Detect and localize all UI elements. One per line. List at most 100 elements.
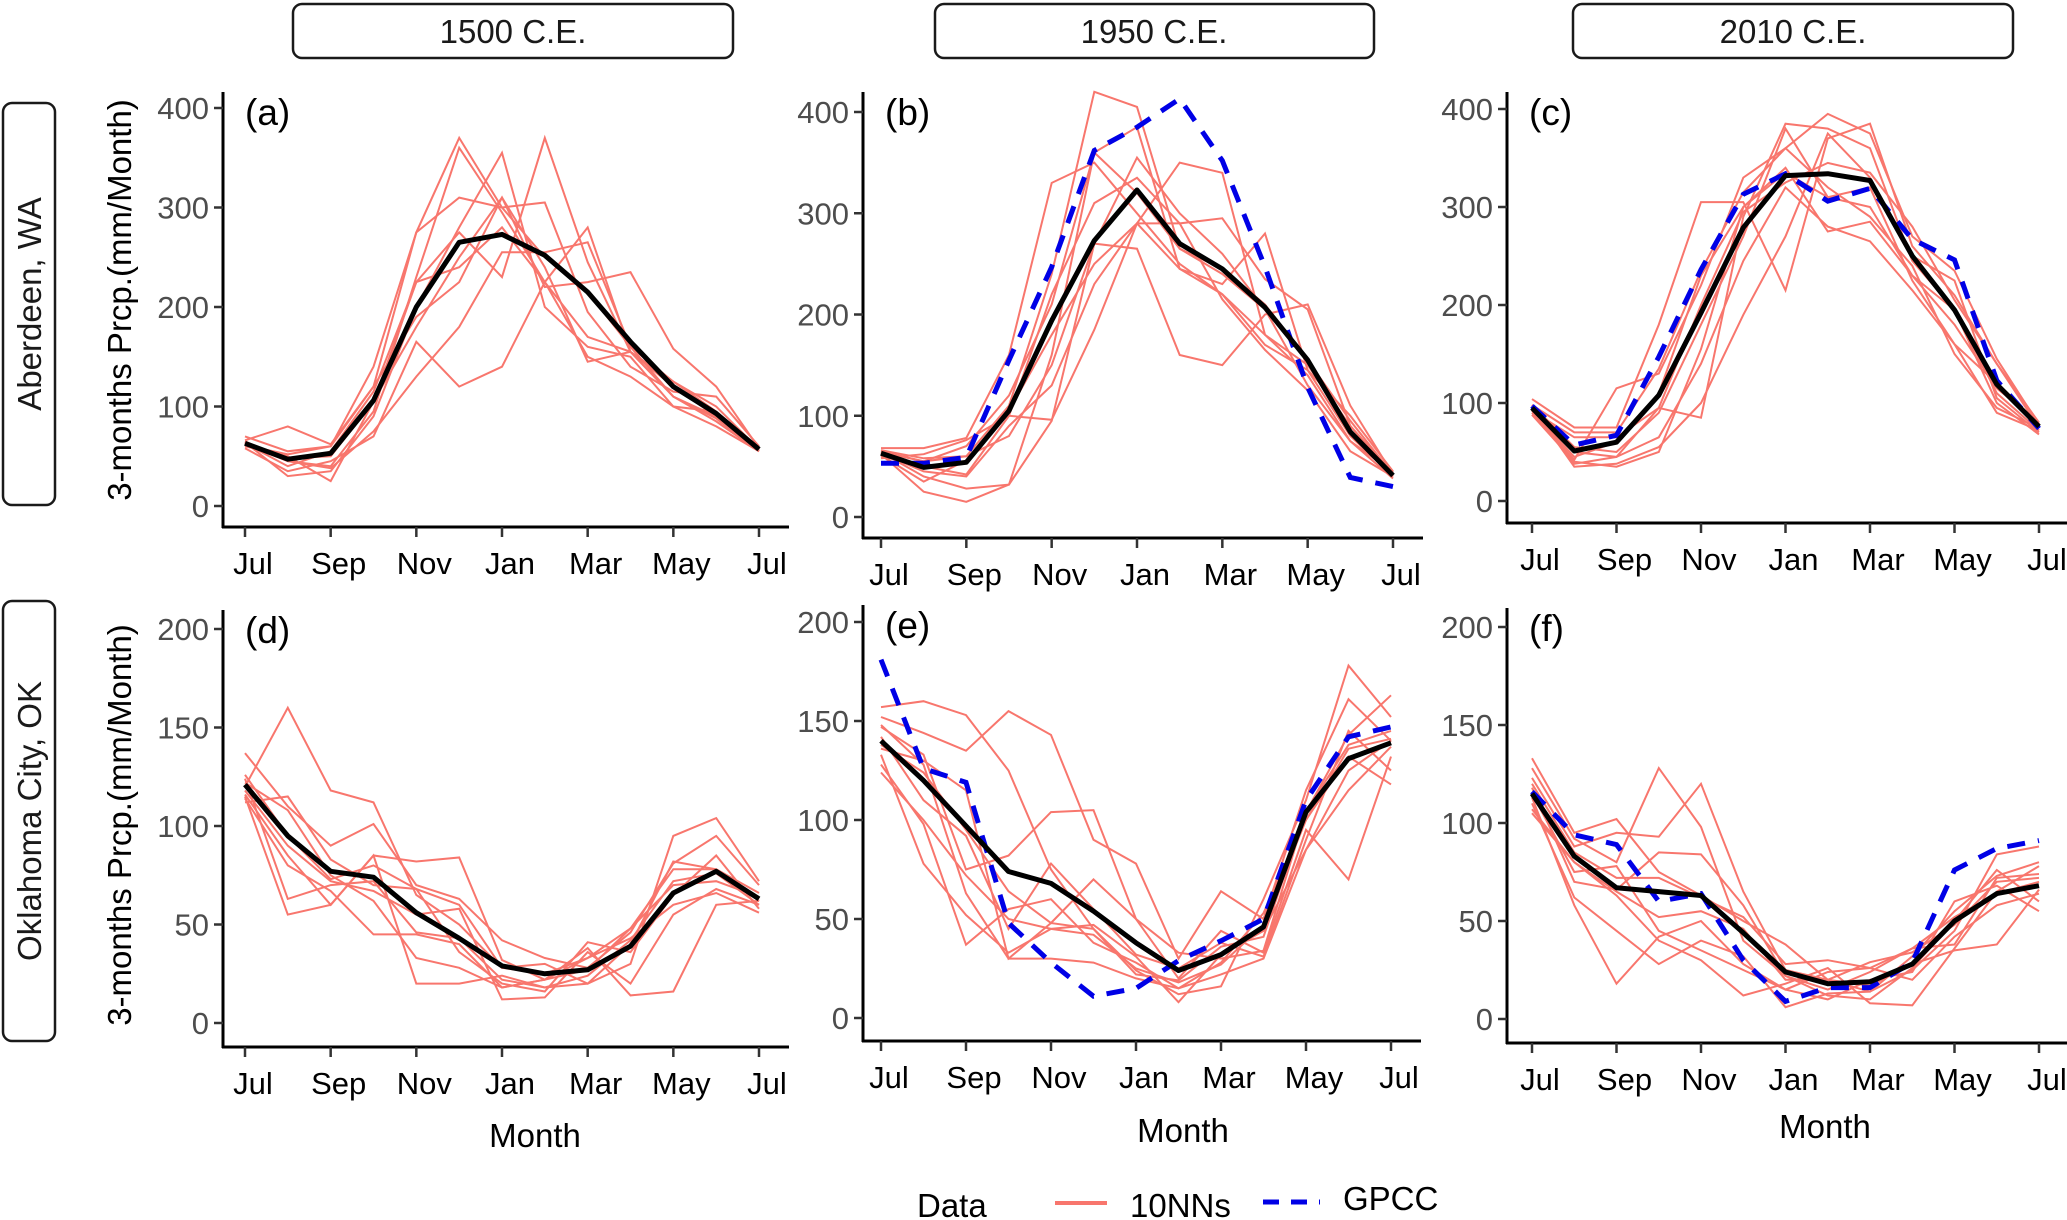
panel-f: 0 50 100 150 200 Jul Sep Nov Jan Mar May Jul (f): [1441, 608, 2067, 1097]
y-tick-label: 150: [1441, 708, 1493, 743]
nn-member-line-7: [1531, 808, 2040, 1007]
panel-e: 0 50 100 150 200 Jul Sep Nov Jan Mar May Jul (e): [797, 605, 1421, 1095]
x-tick-label: Jul: [747, 546, 787, 581]
nn-member-line-9: [1531, 793, 2040, 991]
nn-member-line-10: [880, 150, 1394, 474]
mean-line: [243, 782, 761, 977]
x-tick-label: Mar: [1851, 542, 1904, 577]
strip-box: [1, 101, 57, 507]
panel-d: 0 50 100 150 200 Jul Sep Nov Jan Mar May Jul (d): [157, 610, 789, 1101]
nn-member-line-8: [1531, 812, 2040, 987]
x-tick-label: Jan: [485, 546, 535, 581]
y-tick-label: 100: [797, 803, 849, 838]
x-tick-label: Jul: [1520, 1062, 1560, 1097]
mean-line: [1529, 792, 2040, 987]
nn-member-line-4: [880, 729, 1392, 970]
x-tick-label: Jan: [1769, 1062, 1819, 1097]
x-tick-label: Mar: [1202, 1060, 1255, 1095]
y-tick-label: 0: [192, 489, 209, 524]
strip-label-oklahoma: Oklahoma City, OK: [11, 681, 48, 961]
x-tick-label: Jan: [1119, 1060, 1169, 1095]
x-tick-label: May: [1286, 557, 1345, 592]
x-tick-label: Jul: [869, 557, 909, 592]
nn-member-line-1: [1531, 122, 2040, 429]
nn-member-line-8: [244, 134, 760, 468]
x-tick-label: Sep: [311, 1066, 366, 1101]
panel-tag: (f): [1529, 608, 1564, 649]
legend-title: Data: [917, 1187, 987, 1220]
y-tick-label: 150: [157, 711, 209, 746]
strip-box: [1, 599, 57, 1043]
y-tick-label: 100: [797, 399, 849, 434]
strip-label-aberdeen: Aberdeen, WA: [11, 197, 48, 410]
x-tick-label: Jan: [1120, 557, 1170, 592]
y-tick-label: 50: [175, 908, 209, 943]
nn-member-line-1: [1531, 757, 2040, 993]
x-tick-label: Mar: [569, 1066, 622, 1101]
x-tick-label: Nov: [1681, 1062, 1737, 1097]
x-tick-label: Jul: [233, 546, 273, 581]
y-tick-label: 300: [797, 196, 849, 231]
nn-member-line-10: [244, 225, 760, 460]
column-strip-1950: 1950 C.E.: [933, 2, 1376, 60]
y-tick-label: 0: [1476, 484, 1493, 519]
y-tick-label: 0: [832, 1001, 849, 1036]
x-tick-label: Jul: [2027, 1062, 2067, 1097]
mean-line: [1530, 171, 2041, 454]
nn-member-line-5: [244, 150, 760, 478]
column-strip-2010: 2010 C.E.: [1571, 2, 2015, 60]
legend-label-gpcc: GPCC: [1343, 1180, 1438, 1217]
row-strip-oklahoma: Oklahoma City, OK: [1, 599, 57, 1043]
x-tick-label: Mar: [1204, 557, 1257, 592]
strip-box: [933, 2, 1376, 60]
nn-member-line-3: [880, 125, 1394, 490]
x-tick-label: Jul: [1520, 542, 1560, 577]
y-tick-label: 200: [797, 298, 849, 333]
y-tick-label: 0: [832, 500, 849, 535]
nn-member-line-7: [1531, 171, 2040, 468]
nn-member-line-7: [244, 241, 760, 470]
nn-member-line-5: [880, 161, 1394, 476]
x-tick-label: Mar: [1851, 1062, 1904, 1097]
panel-b: 0 100 200 300 400 Jul Sep Nov Jan Mar May Jul (b): [797, 90, 1423, 592]
nn-member-line-6: [244, 778, 760, 989]
y-tick-label: 50: [815, 902, 849, 937]
nn-member-line-2: [1531, 112, 2040, 434]
nn-member-line-10: [1531, 783, 2040, 981]
mean-line: [880, 187, 1395, 478]
nn-member-line-9: [244, 797, 760, 989]
x-axis-title-f: Month: [1779, 1108, 1871, 1145]
y-tick-label: 100: [1441, 386, 1493, 421]
nn-member-line-4: [880, 155, 1394, 503]
nn-member-line-8: [880, 724, 1392, 990]
nn-member-line-6: [1531, 802, 2040, 1009]
gpcc-line: [878, 658, 1392, 999]
x-axis-title-e: Month: [1137, 1112, 1229, 1149]
column-strip-1500: 1500 C.E.: [291, 2, 735, 60]
nn-member-line-9: [244, 195, 760, 456]
row-strip-aberdeen: Aberdeen, WA: [1, 101, 57, 507]
y-tick-label: 100: [157, 390, 209, 425]
mean-line: [879, 738, 1392, 973]
y-tick-label: 300: [157, 191, 209, 226]
x-tick-label: May: [652, 1066, 711, 1101]
gpcc-line: [881, 95, 1394, 490]
x-tick-label: Jul: [233, 1066, 273, 1101]
nn-member-line-4: [1531, 146, 2040, 462]
x-tick-label: Sep: [1597, 542, 1652, 577]
x-tick-label: Nov: [397, 546, 453, 581]
x-tick-label: Nov: [1032, 557, 1088, 592]
y-tick-label: 150: [797, 704, 849, 739]
nn-member-line-1: [881, 161, 1394, 473]
x-axis-title-d: Month: [489, 1117, 581, 1154]
y-tick-label: 0: [192, 1006, 209, 1041]
strip-box: [1571, 2, 2015, 60]
x-tick-label: Nov: [1681, 542, 1737, 577]
nn-member-line-5: [244, 789, 760, 1001]
legend: Data 10NNs GPCC: [917, 1180, 1438, 1220]
x-tick-label: Sep: [947, 557, 1002, 592]
gpcc-line: [1530, 789, 2040, 1005]
strip-label-1500: 1500 C.E.: [440, 13, 587, 50]
y-tick-label: 200: [1441, 610, 1493, 645]
